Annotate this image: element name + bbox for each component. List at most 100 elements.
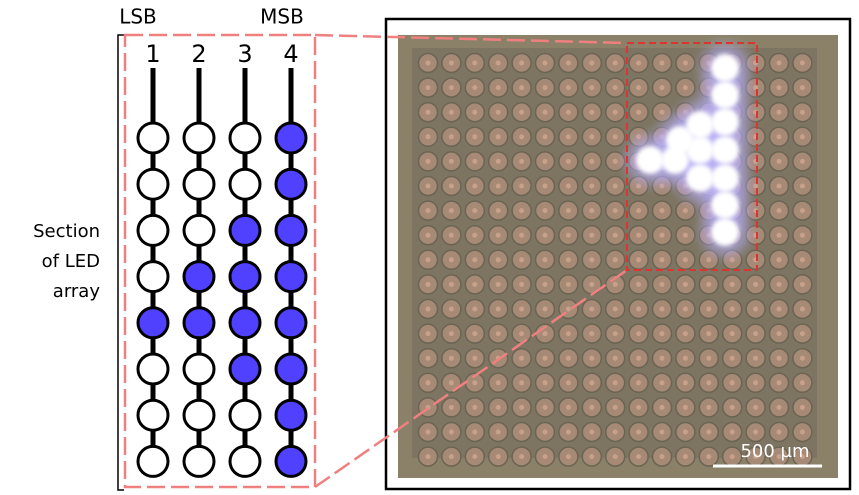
- pixel-center: [566, 307, 571, 312]
- pixel-center: [543, 233, 548, 238]
- pixel-center: [496, 85, 501, 90]
- pixel-center: [519, 257, 524, 262]
- pixel-center: [426, 159, 431, 164]
- led: [138, 169, 168, 199]
- led: [230, 400, 260, 430]
- pixel-center: [519, 184, 524, 189]
- pixel-center: [636, 208, 641, 213]
- led: [138, 215, 168, 245]
- led: [184, 446, 214, 476]
- section-label: Section: [33, 221, 100, 242]
- pixel-center: [566, 233, 571, 238]
- pixel-center: [683, 430, 688, 435]
- pixel-center: [800, 159, 805, 164]
- led: [230, 446, 260, 476]
- pixel-center: [519, 454, 524, 459]
- pixel-center: [543, 380, 548, 385]
- pixel-center: [800, 85, 805, 90]
- pixel-center: [543, 61, 548, 66]
- pixel-center: [777, 430, 782, 435]
- pixel-center: [706, 257, 711, 262]
- pixel-center: [613, 282, 618, 287]
- pixel-center: [636, 257, 641, 262]
- pixel-center: [589, 208, 594, 213]
- pixel-center: [730, 380, 735, 385]
- led: [230, 123, 260, 153]
- pixel-center: [613, 184, 618, 189]
- led: [184, 400, 214, 430]
- pixel-center: [496, 307, 501, 312]
- pixel-center: [800, 208, 805, 213]
- pixel-center: [472, 61, 477, 66]
- lit-pixel: [711, 136, 739, 164]
- pixel-center: [496, 184, 501, 189]
- led-diagram: 1234: [138, 40, 306, 476]
- pixel-center: [589, 233, 594, 238]
- pixel-center: [426, 208, 431, 213]
- pixel-center: [777, 380, 782, 385]
- pixel-center: [566, 331, 571, 336]
- pixel-center: [683, 257, 688, 262]
- pixel-center: [613, 356, 618, 361]
- led: [138, 446, 168, 476]
- pixel-center: [472, 380, 477, 385]
- pixel-center: [449, 159, 454, 164]
- pixel-center: [800, 110, 805, 115]
- pixel-center: [660, 233, 665, 238]
- pixel-center: [496, 208, 501, 213]
- pixel-center: [730, 331, 735, 336]
- pixel-center: [589, 184, 594, 189]
- pixel-center: [706, 405, 711, 410]
- pixel-center: [730, 307, 735, 312]
- column-number: 4: [283, 40, 298, 68]
- pixel-center: [543, 159, 548, 164]
- pixel-center: [589, 85, 594, 90]
- pixel-center: [730, 454, 735, 459]
- pixel-center: [426, 331, 431, 336]
- pixel-center: [543, 282, 548, 287]
- lit-pixel: [686, 164, 714, 192]
- pixel-center: [660, 356, 665, 361]
- pixel-center: [636, 430, 641, 435]
- pixel-center: [449, 134, 454, 139]
- pixel-center: [543, 331, 548, 336]
- pixel-center: [566, 208, 571, 213]
- pixel-center: [683, 85, 688, 90]
- pixel-center: [519, 110, 524, 115]
- pixel-center: [519, 208, 524, 213]
- pixel-center: [449, 282, 454, 287]
- led: [138, 308, 168, 338]
- pixel-center: [566, 430, 571, 435]
- pixel-center: [800, 380, 805, 385]
- pixel-center: [660, 331, 665, 336]
- pixel-center: [496, 159, 501, 164]
- pixel-center: [683, 307, 688, 312]
- pixel-center: [683, 331, 688, 336]
- pixel-center: [777, 110, 782, 115]
- pixel-center: [706, 380, 711, 385]
- led: [138, 400, 168, 430]
- pixel-center: [636, 233, 641, 238]
- led: [276, 354, 306, 384]
- pixel-center: [636, 331, 641, 336]
- pixel-center: [589, 61, 594, 66]
- pixel-center: [777, 405, 782, 410]
- pixel-center: [472, 208, 477, 213]
- pixel-center: [426, 184, 431, 189]
- pixel-center: [519, 134, 524, 139]
- pixel-center: [543, 454, 548, 459]
- pixel-center: [426, 282, 431, 287]
- pixel-center: [800, 233, 805, 238]
- lit-pixel: [711, 54, 739, 82]
- pixel-center: [472, 282, 477, 287]
- pixel-center: [449, 110, 454, 115]
- pixel-center: [636, 380, 641, 385]
- led: [230, 169, 260, 199]
- pixel-center: [519, 61, 524, 66]
- pixel-center: [472, 430, 477, 435]
- pixel-center: [753, 307, 758, 312]
- pixel-center: [566, 405, 571, 410]
- pixel-center: [800, 307, 805, 312]
- pixel-center: [613, 208, 618, 213]
- led: [230, 262, 260, 292]
